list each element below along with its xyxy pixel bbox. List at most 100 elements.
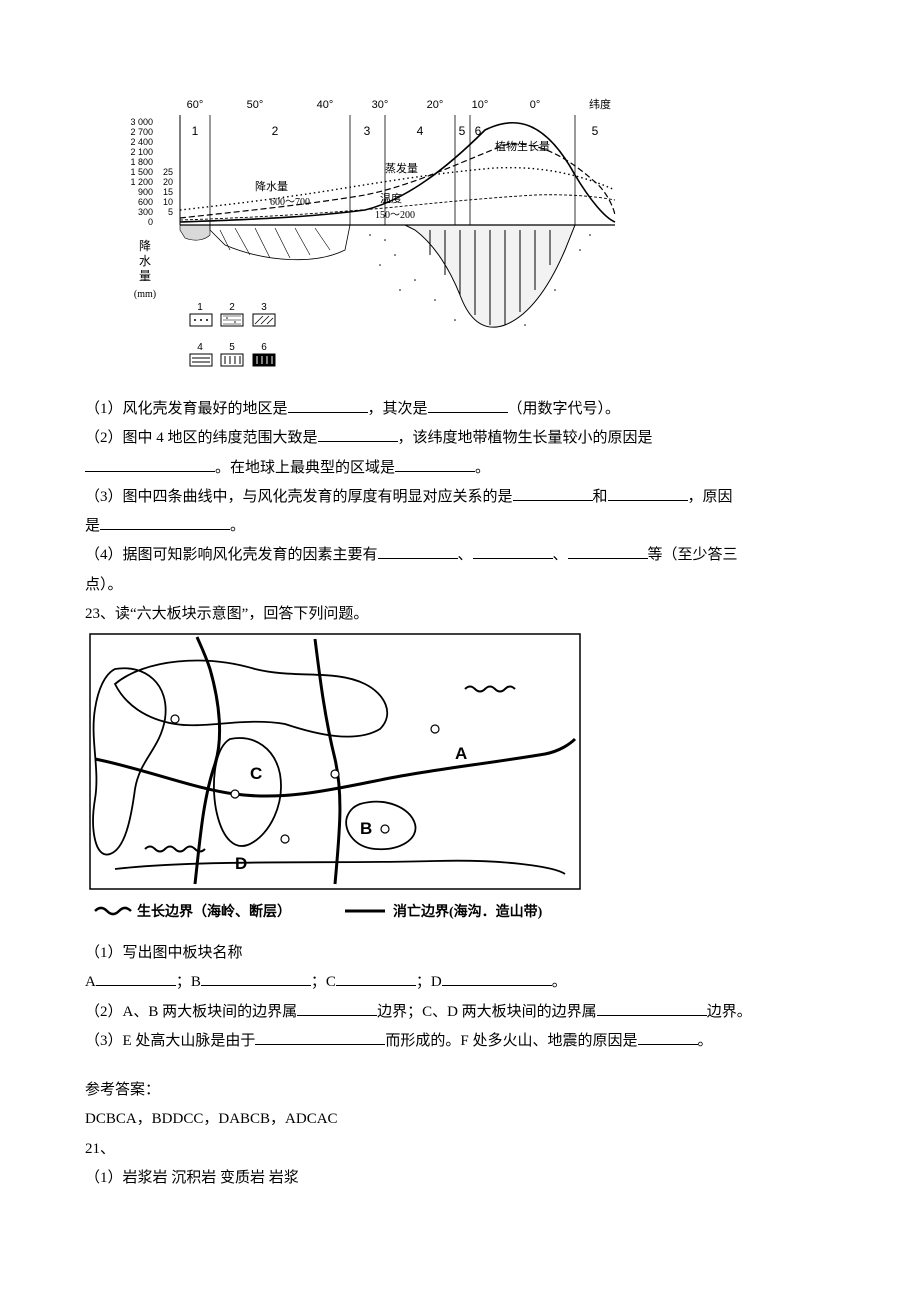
q2-l2d: ；D bbox=[416, 974, 442, 990]
svg-text:3 000: 3 000 bbox=[130, 117, 153, 127]
q1-line6: （4）据图可知影响风化壳发育的因素主要有、、等（至少答三 bbox=[85, 541, 830, 570]
svg-text:5: 5 bbox=[168, 207, 173, 217]
svg-text:2: 2 bbox=[229, 302, 235, 313]
q1-l6b: 、 bbox=[458, 547, 473, 563]
blank bbox=[608, 485, 688, 501]
svg-text:40°: 40° bbox=[317, 99, 334, 111]
svg-text:0°: 0° bbox=[530, 99, 541, 111]
answers-title: 参考答案： bbox=[85, 1076, 830, 1105]
q2-l4c: 。 bbox=[698, 1033, 713, 1049]
blank bbox=[85, 456, 215, 472]
svg-text:3: 3 bbox=[364, 124, 371, 138]
svg-text:25: 25 bbox=[163, 167, 173, 177]
svg-text:300: 300 bbox=[138, 207, 153, 217]
q2-l2a: A bbox=[85, 974, 96, 990]
figure-weathering-chart: 60° 50° 40° 30° 20° 10° 0° 纬度 3 000 2 70… bbox=[85, 90, 830, 385]
blank bbox=[597, 1000, 707, 1016]
svg-text:纬度: 纬度 bbox=[589, 97, 611, 111]
blank bbox=[513, 485, 593, 501]
q1-line4: （3）图中四条曲线中，与风化壳发育的厚度有明显对应关系的是 和 ，原因 bbox=[85, 483, 830, 512]
svg-text:900: 900 bbox=[138, 187, 153, 197]
q1-l1c: （用数字代号）。 bbox=[508, 401, 621, 417]
answers-block: 参考答案： DCBCA，BDDCC，DABCB，ADCAC 21、 （1）岩浆岩… bbox=[85, 1076, 830, 1193]
q2-l3b: 边界；C、D 两大板块间的边界属 bbox=[377, 1004, 597, 1020]
svg-text:2: 2 bbox=[272, 124, 279, 138]
q1-l3a: 。在地球上最典型的区域是 bbox=[215, 460, 395, 476]
svg-text:3: 3 bbox=[261, 302, 267, 313]
q1-l6c: 、 bbox=[553, 547, 568, 563]
svg-text:30°: 30° bbox=[372, 99, 389, 111]
blank bbox=[318, 426, 398, 442]
svg-text:5: 5 bbox=[592, 124, 599, 138]
q2-l2b: ；B bbox=[176, 974, 201, 990]
blank bbox=[428, 397, 508, 413]
svg-text:降: 降 bbox=[139, 239, 151, 253]
q2-line3: （2）A、B 两大板块间的边界属 边界；C、D 两大板块间的边界属 边界。 bbox=[85, 998, 830, 1027]
svg-text:(mm): (mm) bbox=[134, 289, 156, 300]
svg-text:C: C bbox=[250, 764, 262, 783]
svg-text:600～700: 600～700 bbox=[270, 197, 310, 208]
blank bbox=[473, 543, 553, 559]
svg-text:0: 0 bbox=[148, 217, 153, 227]
answers-line1: DCBCA，BDDCC，DABCB，ADCAC bbox=[85, 1105, 830, 1134]
svg-text:植物生长量: 植物生长量 bbox=[495, 139, 550, 153]
svg-text:生长边界（海岭、断层）: 生长边界（海岭、断层） bbox=[137, 903, 291, 920]
q1-l5a: 是 bbox=[85, 518, 100, 534]
blank bbox=[255, 1029, 385, 1045]
q2-l4a: （3）E 处高大山脉是由于 bbox=[85, 1033, 255, 1049]
blank bbox=[96, 970, 176, 986]
blank bbox=[568, 543, 648, 559]
q1-l4b: 和 bbox=[593, 489, 608, 505]
svg-text:4: 4 bbox=[417, 124, 424, 138]
svg-text:1: 1 bbox=[197, 302, 203, 313]
svg-text:4: 4 bbox=[197, 342, 203, 353]
svg-text:6: 6 bbox=[261, 342, 267, 353]
q1-line7: 点）。 bbox=[85, 571, 830, 600]
svg-text:15: 15 bbox=[163, 187, 173, 197]
svg-text:量: 量 bbox=[139, 269, 151, 283]
q1-l4a: （3）图中四条曲线中，与风化壳发育的厚度有明显对应关系的是 bbox=[85, 489, 513, 505]
blank bbox=[638, 1029, 698, 1045]
svg-text:2 700: 2 700 bbox=[130, 127, 153, 137]
q1-line2: （2）图中 4 地区的纬度范围大致是，该纬度地带植物生长量较小的原因是 bbox=[85, 424, 830, 453]
q1-line5: 是。 bbox=[85, 512, 830, 541]
q1-line1: （1）风化壳发育最好的地区是 ，其次是 （用数字代号）。 bbox=[85, 395, 830, 424]
answers-line3: （1）岩浆岩 沉积岩 变质岩 岩浆 bbox=[85, 1164, 830, 1193]
svg-text:2 400: 2 400 bbox=[130, 137, 153, 147]
q2-l3a: （2）A、B 两大板块间的边界属 bbox=[85, 1004, 297, 1020]
q1-l5b: 。 bbox=[230, 518, 245, 534]
q1-l1b: ，其次是 bbox=[368, 401, 428, 417]
svg-text:1 800: 1 800 bbox=[130, 157, 153, 167]
q1-l6a: （4）据图可知影响风化壳发育的因素主要有 bbox=[85, 547, 378, 563]
svg-text:5: 5 bbox=[229, 342, 235, 353]
q1-l7: 点）。 bbox=[85, 577, 123, 593]
blank bbox=[100, 514, 230, 530]
svg-text:降水量: 降水量 bbox=[255, 179, 288, 193]
svg-text:600: 600 bbox=[138, 197, 153, 207]
svg-text:1: 1 bbox=[192, 124, 199, 138]
q1-line3: 。在地球上最典型的区域是 。 bbox=[85, 454, 830, 483]
svg-text:150～200: 150～200 bbox=[375, 210, 415, 221]
svg-text:50°: 50° bbox=[247, 99, 264, 111]
svg-text:1 500: 1 500 bbox=[130, 167, 153, 177]
q2-l2c: ；C bbox=[311, 974, 336, 990]
q2-line2: A ；B ；C ；D 。 bbox=[85, 968, 830, 997]
svg-text:D: D bbox=[235, 854, 247, 873]
svg-text:水: 水 bbox=[139, 254, 151, 268]
blank bbox=[201, 970, 311, 986]
q2-l2e: 。 bbox=[552, 974, 567, 990]
svg-text:60°: 60° bbox=[187, 99, 204, 111]
blank bbox=[288, 397, 368, 413]
q1-l4c: ，原因 bbox=[688, 489, 733, 505]
svg-text:20: 20 bbox=[163, 177, 173, 187]
q1-l2b: ，该纬度地带植物生长量较小的原因是 bbox=[398, 430, 653, 446]
q1-l1a: （1）风化壳发育最好的地区是 bbox=[85, 401, 288, 417]
svg-text:2 100: 2 100 bbox=[130, 147, 153, 157]
answers-line2: 21、 bbox=[85, 1135, 830, 1164]
q2-line4: （3）E 处高大山脉是由于而形成的。F 处多火山、地震的原因是。 bbox=[85, 1027, 830, 1056]
q2-l3c: 边界。 bbox=[707, 1004, 752, 1020]
q2-line1: （1）写出图中板块名称 bbox=[85, 939, 830, 968]
svg-text:温度: 温度 bbox=[380, 191, 402, 205]
q1-l3b: 。 bbox=[475, 460, 490, 476]
svg-text:蒸发量: 蒸发量 bbox=[385, 161, 418, 175]
